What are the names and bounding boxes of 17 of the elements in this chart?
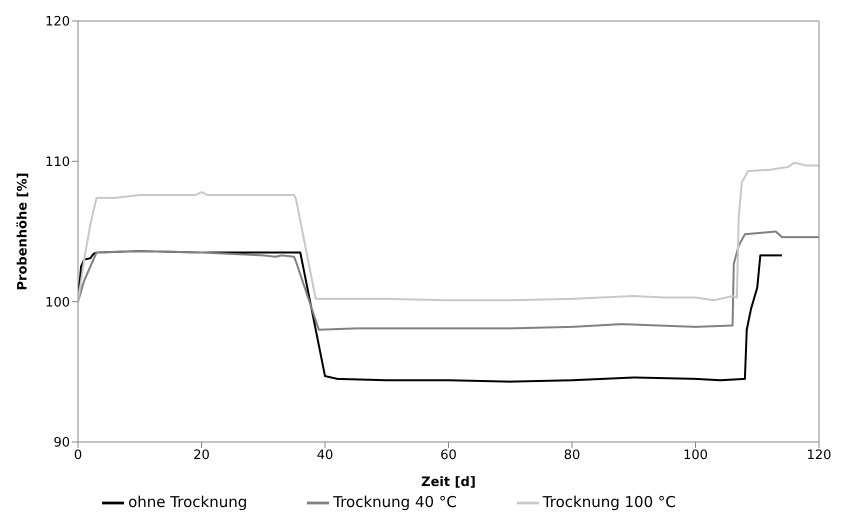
x-tick-label: 120	[806, 448, 832, 464]
x-tick-label: 100	[683, 448, 708, 464]
y-axis-title: Probenhöhe [%]	[16, 172, 31, 290]
x-axis-title: Zeit [d]	[421, 475, 476, 490]
y-tick-label: 90	[53, 436, 70, 451]
x-tick-label: 20	[193, 448, 210, 464]
y-tick-label: 120	[45, 14, 70, 30]
x-tick-label: 60	[440, 448, 457, 464]
x-tick-label: 0	[74, 448, 82, 464]
legend-label: Trocknung 100 °C	[542, 493, 676, 512]
y-tick-label: 110	[45, 154, 70, 170]
x-tick-label: 40	[316, 448, 334, 464]
legend-label: Trocknung 40 °C	[333, 493, 457, 512]
legend-label: ohne Trocknung	[128, 493, 248, 512]
y-tick-label: 100	[45, 295, 70, 310]
x-tick-label: 80	[564, 448, 580, 464]
line-series	[78, 162, 819, 303]
